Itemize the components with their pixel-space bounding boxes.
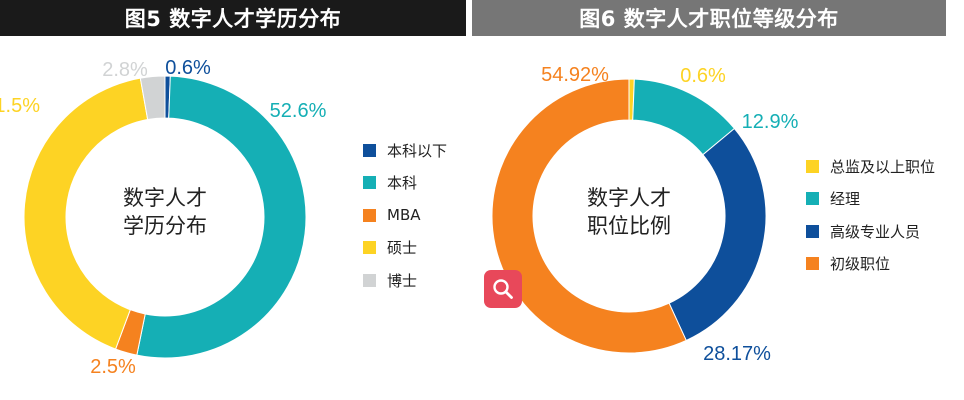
legend-label: 硕士 xyxy=(387,239,418,257)
donut-slice-education-4 xyxy=(139,75,166,121)
legend-label: 总监及以上职位 xyxy=(830,157,936,176)
legend-item-education-3: 硕士 xyxy=(363,239,447,257)
legend-swatch xyxy=(363,176,376,189)
center-label-line-2: 职位比例 xyxy=(587,214,671,238)
legend-item-education-2: MBA xyxy=(363,206,447,224)
donut-slice-education-1 xyxy=(136,75,307,359)
data-label-education-0: 0.6% xyxy=(165,57,211,79)
legend-item-education-0: 本科以下 xyxy=(363,141,448,160)
legend-swatch xyxy=(806,257,819,270)
legend-swatch xyxy=(806,192,819,205)
legend-job-level: 总监及以上职位 经理高级专业人员 初级职位 xyxy=(806,157,935,287)
legend-item-education-4: 博士 xyxy=(363,271,447,290)
data-label-education-1: 52.6% xyxy=(270,100,327,122)
legend-label: 高级专业人员 xyxy=(830,222,921,241)
legend-label: 初级职位 xyxy=(830,255,891,273)
data-label-job-level-3: 54.92% xyxy=(541,64,609,86)
data-label-education-3: 41.5% xyxy=(0,95,40,117)
donut-slice-education-3 xyxy=(23,77,149,350)
chart-left-title: 图5 数字人才学历分布 xyxy=(0,0,466,36)
donut-slice-job-level-3 xyxy=(491,78,687,354)
legend-swatch xyxy=(806,224,819,238)
legend-label: 本科以下 xyxy=(387,141,448,160)
center-label-line-2: 学历分布 xyxy=(123,214,207,238)
legend-swatch xyxy=(363,273,376,287)
legend-swatch xyxy=(806,159,819,173)
legend-label: 博士 xyxy=(387,271,418,290)
data-label-job-level-1: 12.9% xyxy=(742,111,799,133)
legend-item-job-level-2: 高级专业人员 xyxy=(806,222,935,241)
data-label-education-4: 2.8% xyxy=(102,59,148,81)
magnifier-icon xyxy=(493,279,513,299)
chart-right-title: 图6 数字人才职位等级分布 xyxy=(472,0,946,36)
center-label-line-1: 数字人才 xyxy=(587,186,671,210)
zoom-button[interactable] xyxy=(484,270,522,308)
donut-slice-job-level-2 xyxy=(668,127,767,342)
legend-item-job-level-3: 初级职位 xyxy=(806,255,935,273)
center-label-line-1: 数字人才 xyxy=(123,186,207,210)
legend-education: 本科以下本科 MBA 硕士博士 xyxy=(363,141,447,304)
data-label-job-level-0: 0.6% xyxy=(680,65,726,87)
legend-label: 本科 xyxy=(387,174,418,192)
legend-item-education-1: 本科 xyxy=(363,174,447,192)
legend-swatch xyxy=(363,241,376,254)
data-label-job-level-2: 28.17% xyxy=(703,343,771,365)
legend-swatch xyxy=(363,208,376,222)
legend-item-job-level-1: 经理 xyxy=(806,190,935,208)
legend-label: 经理 xyxy=(830,190,861,208)
legend-label: MBA xyxy=(387,206,421,224)
legend-item-job-level-0: 总监及以上职位 xyxy=(806,157,936,176)
legend-swatch xyxy=(363,143,376,157)
data-label-education-2: 2.5% xyxy=(90,356,136,378)
